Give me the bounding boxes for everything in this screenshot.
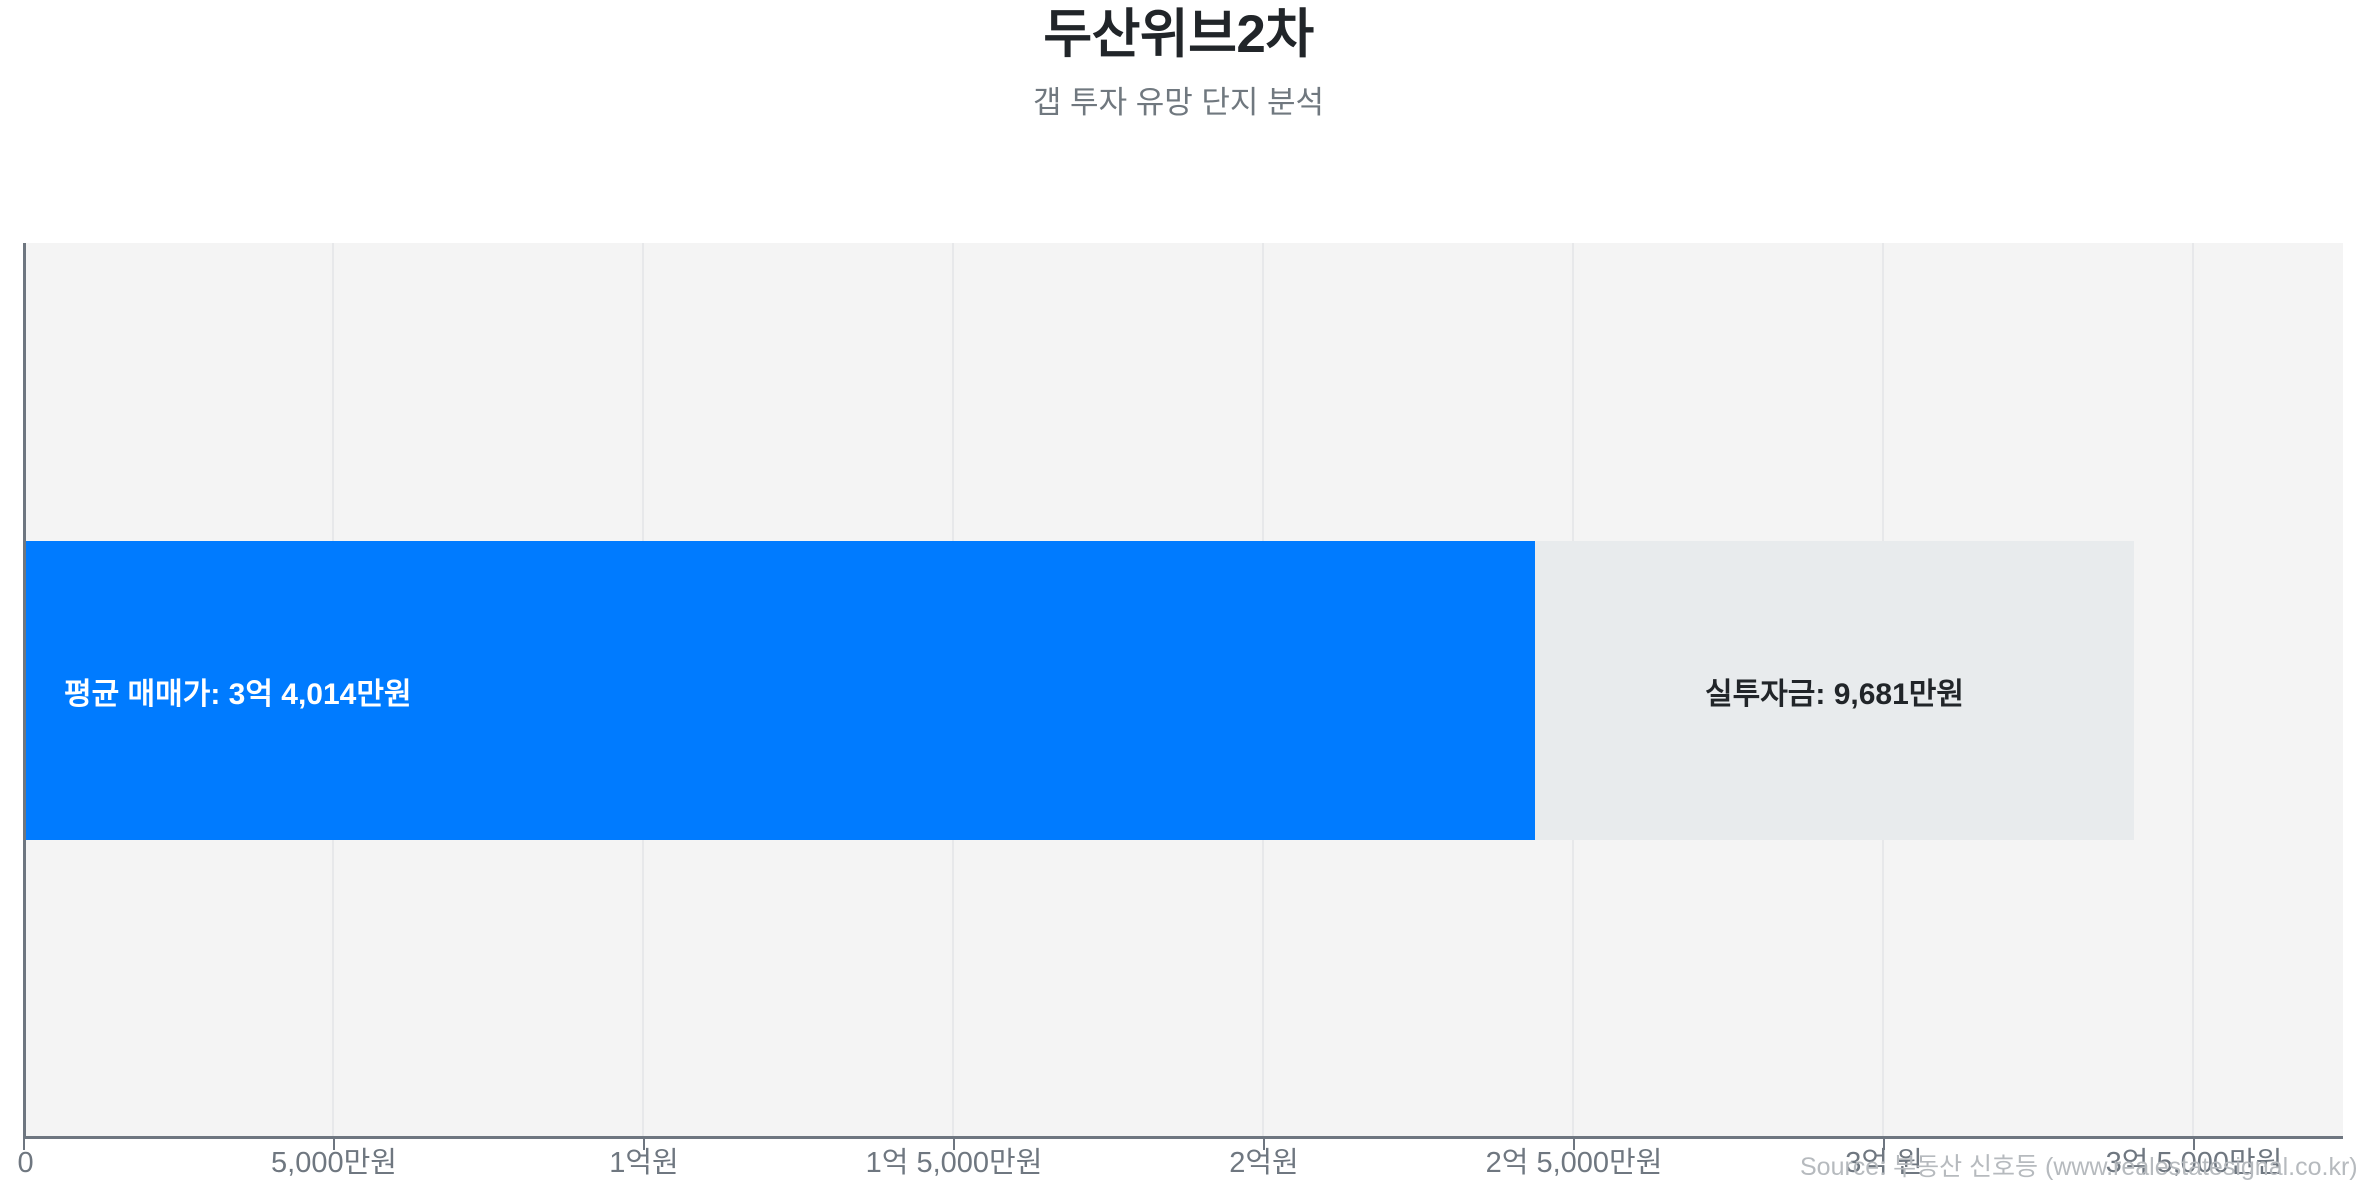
gridline-35000 xyxy=(2192,243,2194,1137)
x-tick-mark-0 xyxy=(23,1139,25,1150)
bar-group: 평균 매매가: 3억 4,014만원 실투자금: 9,681만원 xyxy=(23,541,2343,840)
chart-subtitle: 갭 투자 유망 단지 분석 xyxy=(1032,85,1325,121)
x-tick-label-5000: 5,000만원 xyxy=(271,1147,397,1179)
x-tick-mark-30000 xyxy=(1883,1139,1885,1150)
y-axis-line xyxy=(23,243,26,1137)
bar-label-actual-investment: 실투자금: 9,681만원 xyxy=(1705,677,1964,711)
x-tick-mark-10000 xyxy=(643,1139,645,1150)
bar-label-purchase-price: 평균 매매가: 3억 4,014만원 xyxy=(64,677,412,711)
x-tick-mark-25000 xyxy=(1573,1139,1575,1150)
x-tick-label-35000: 3억 5,000만원 xyxy=(2105,1147,2283,1179)
x-tick-mark-20000 xyxy=(1263,1139,1265,1150)
x-tick-mark-35000 xyxy=(2193,1139,2195,1150)
x-tick-label-10000: 1억원 xyxy=(609,1147,679,1179)
page-title: 두산위브2차 xyxy=(1043,5,1314,64)
bar-segment-purchase-price[interactable]: 평균 매매가: 3억 4,014만원 xyxy=(23,541,1535,840)
x-tick-label-20000: 2억원 xyxy=(1229,1147,1299,1179)
x-tick-label-0: 0 xyxy=(17,1147,34,1179)
source-note: Source: 부동산 신호등 (www.realestatesignal.co… xyxy=(1800,1153,2357,1181)
x-tick-mark-5000 xyxy=(333,1139,335,1150)
x-tick-label-15000: 1억 5,000만원 xyxy=(865,1147,1043,1179)
x-tick-mark-15000 xyxy=(953,1139,955,1150)
bar-segment-actual-investment[interactable]: 실투자금: 9,681만원 xyxy=(1535,541,2134,840)
x-axis-line xyxy=(23,1136,2343,1139)
plot-area: 전세가율: 71.5% 평균 매매가: 3억 4,014만원 실투자금: 9,6… xyxy=(23,243,2343,1137)
x-tick-label-25000: 2억 5,000만원 xyxy=(1485,1147,1663,1179)
chart-header: 두산위브2차 갭 투자 유망 단지 분석 xyxy=(0,0,2357,120)
x-tick-label-30000: 3억 원 xyxy=(1845,1147,1923,1179)
